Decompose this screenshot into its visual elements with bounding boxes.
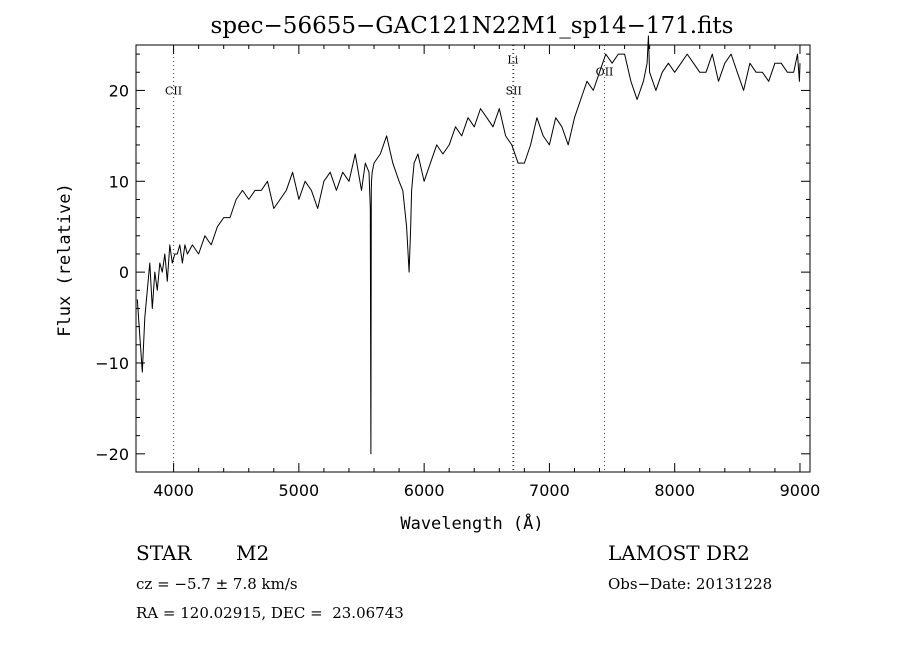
x-tick-label-4: 8000 [654,481,695,500]
y-tick-label-2: 0 [119,263,129,282]
survey-name: LAMOST DR2 [608,541,750,565]
x-tick-label-2: 6000 [404,481,445,500]
y-tick-label-4: 20 [109,81,129,100]
y-tick-label-3: 10 [109,172,129,191]
y-tick-label-1: −10 [95,354,129,373]
spectral-line-markers: CII SII Li OII [165,45,613,472]
ra-dec: RA = 120.02915, DEC = 23.06743 [136,604,404,622]
chart-title: spec−56655−GAC121N22M1_sp14−171.fits [211,13,734,39]
marker-label-2: Li [507,54,518,67]
marker-label-3: OII [596,65,614,78]
y-axis-label: Flux (relative) [55,183,75,337]
y-tick-label-0: −20 [95,445,129,464]
marker-label-1: SII [506,84,522,97]
x-axis-label: Wavelength (Å) [400,512,543,534]
x-tick-label-3: 7000 [529,481,570,500]
x-tick-label-5: 9000 [780,481,821,500]
marker-label-0: CII [165,84,182,97]
x-tick-label-1: 5000 [279,481,320,500]
spectral-subclass: M2 [236,541,270,565]
spectrum-series [136,35,801,455]
observation-date: Obs−Date: 20131228 [608,575,773,593]
spectrum-line-0 [136,35,801,455]
x-tick-label-0: 4000 [153,481,194,500]
plot-frame [135,44,811,473]
redshift-velocity: cz = −5.7 ± 7.8 km/s [136,575,298,593]
axis-ticks: 4000 5000 6000 7000 8000 9000 −20 −10 0 10 20 [95,45,820,500]
object-class: STAR [136,541,192,565]
